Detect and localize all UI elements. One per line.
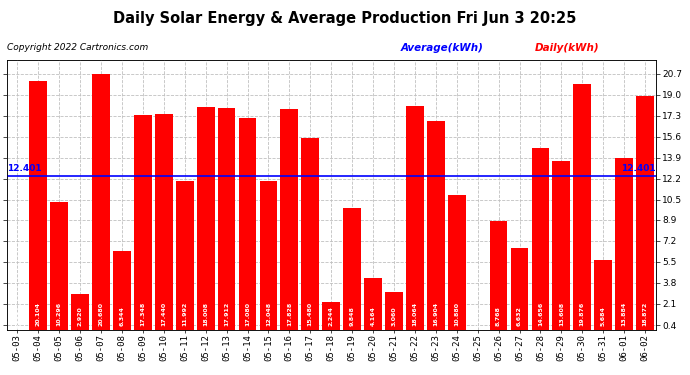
Bar bbox=[406, 106, 424, 330]
Text: 6.344: 6.344 bbox=[119, 306, 124, 326]
Text: 14.656: 14.656 bbox=[538, 302, 543, 326]
Bar bbox=[155, 114, 172, 330]
Bar bbox=[113, 251, 131, 330]
Text: 0.000: 0.000 bbox=[475, 309, 480, 329]
Bar bbox=[197, 107, 215, 330]
Text: 3.060: 3.060 bbox=[391, 307, 397, 326]
Bar bbox=[531, 148, 549, 330]
Bar bbox=[636, 96, 654, 330]
Bar bbox=[553, 162, 570, 330]
Bar bbox=[385, 292, 403, 330]
Bar bbox=[343, 208, 361, 330]
Text: 20.680: 20.680 bbox=[99, 302, 103, 326]
Text: 13.608: 13.608 bbox=[559, 302, 564, 326]
Text: 5.684: 5.684 bbox=[601, 306, 606, 326]
Text: 19.876: 19.876 bbox=[580, 302, 584, 326]
Bar bbox=[511, 248, 529, 330]
Text: 4.164: 4.164 bbox=[371, 306, 375, 326]
Bar bbox=[322, 302, 340, 330]
Text: 2.920: 2.920 bbox=[78, 306, 83, 326]
Bar bbox=[71, 294, 89, 330]
Text: 17.828: 17.828 bbox=[287, 302, 292, 326]
Bar bbox=[594, 260, 612, 330]
Bar bbox=[30, 81, 47, 330]
Text: 17.080: 17.080 bbox=[245, 302, 250, 326]
Bar bbox=[364, 278, 382, 330]
Text: 17.348: 17.348 bbox=[140, 302, 146, 326]
Bar bbox=[302, 138, 319, 330]
Bar bbox=[448, 195, 466, 330]
Text: 18.064: 18.064 bbox=[413, 302, 417, 326]
Text: 18.008: 18.008 bbox=[203, 302, 208, 326]
Bar bbox=[490, 221, 507, 330]
Bar bbox=[239, 118, 257, 330]
Text: 9.848: 9.848 bbox=[350, 306, 355, 326]
Text: 13.884: 13.884 bbox=[622, 302, 627, 326]
Text: 17.912: 17.912 bbox=[224, 302, 229, 326]
Bar bbox=[427, 121, 444, 330]
Bar bbox=[176, 182, 194, 330]
Text: 0.000: 0.000 bbox=[15, 309, 20, 329]
Bar bbox=[280, 109, 298, 330]
Text: 12.401: 12.401 bbox=[7, 164, 41, 173]
Text: 10.880: 10.880 bbox=[454, 302, 460, 326]
Text: Daily Solar Energy & Average Production Fri Jun 3 20:25: Daily Solar Energy & Average Production … bbox=[113, 11, 577, 26]
Bar bbox=[218, 108, 235, 330]
Text: 15.480: 15.480 bbox=[308, 302, 313, 326]
Text: 11.992: 11.992 bbox=[182, 302, 187, 326]
Bar bbox=[615, 158, 633, 330]
Bar bbox=[92, 74, 110, 330]
Text: 20.104: 20.104 bbox=[36, 302, 41, 326]
Bar bbox=[50, 202, 68, 330]
Text: Average(kWh): Average(kWh) bbox=[400, 43, 483, 53]
Text: 10.296: 10.296 bbox=[57, 302, 61, 326]
Text: 16.904: 16.904 bbox=[433, 302, 438, 326]
Bar bbox=[573, 84, 591, 330]
Text: 12.048: 12.048 bbox=[266, 302, 271, 326]
Text: 18.872: 18.872 bbox=[642, 302, 647, 326]
Text: 6.632: 6.632 bbox=[517, 306, 522, 326]
Text: 8.768: 8.768 bbox=[496, 306, 501, 326]
Bar bbox=[134, 115, 152, 330]
Text: Daily(kWh): Daily(kWh) bbox=[535, 43, 600, 53]
Text: 17.440: 17.440 bbox=[161, 302, 166, 326]
Bar bbox=[259, 181, 277, 330]
Text: 12.401: 12.401 bbox=[621, 164, 656, 173]
Text: Copyright 2022 Cartronics.com: Copyright 2022 Cartronics.com bbox=[7, 43, 148, 52]
Text: 2.244: 2.244 bbox=[328, 306, 334, 326]
